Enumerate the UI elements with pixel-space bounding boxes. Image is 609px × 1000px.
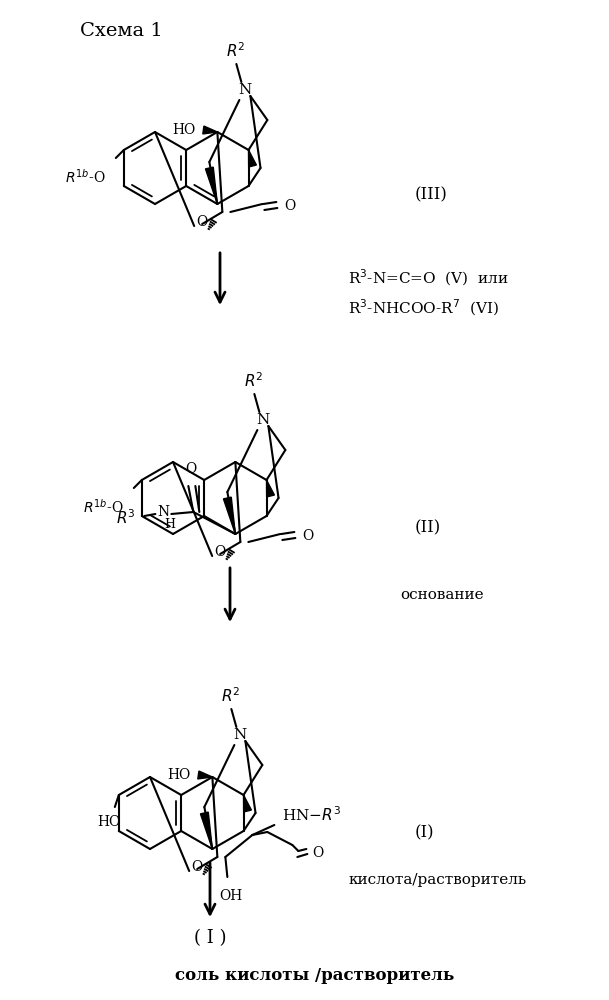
Text: $R^2$: $R^2$ xyxy=(226,41,245,60)
Polygon shape xyxy=(267,480,275,497)
Text: (I): (I) xyxy=(415,824,435,842)
Polygon shape xyxy=(203,126,217,134)
Text: O: O xyxy=(312,846,323,860)
Text: O: O xyxy=(302,529,314,543)
Polygon shape xyxy=(205,167,217,204)
Polygon shape xyxy=(200,812,213,849)
Text: HO: HO xyxy=(167,768,191,782)
Text: O: O xyxy=(186,462,197,476)
Text: HN$-R^3$: HN$-R^3$ xyxy=(283,806,342,824)
Polygon shape xyxy=(248,150,256,167)
Text: OH: OH xyxy=(220,889,243,903)
Polygon shape xyxy=(244,795,252,812)
Text: R$^3$-N=C=O  (V)  или: R$^3$-N=C=O (V) или xyxy=(348,268,509,288)
Text: Схема 1: Схема 1 xyxy=(80,22,163,40)
Text: O: O xyxy=(214,545,225,559)
Text: $R^3$: $R^3$ xyxy=(116,509,135,527)
Text: ( I ): ( I ) xyxy=(194,929,227,947)
Text: R$^3$-NHCOO-R$^7$  (VI): R$^3$-NHCOO-R$^7$ (VI) xyxy=(348,298,499,318)
Text: HO: HO xyxy=(97,815,121,829)
Text: O: O xyxy=(191,860,202,874)
Text: HO: HO xyxy=(172,123,195,137)
Text: $R^2$: $R^2$ xyxy=(244,371,263,390)
Polygon shape xyxy=(224,497,235,534)
Text: O: O xyxy=(284,199,295,213)
Text: N: N xyxy=(234,728,247,742)
Text: (III): (III) xyxy=(415,186,448,204)
Text: O: O xyxy=(196,215,208,229)
Text: $R^2$: $R^2$ xyxy=(220,686,240,705)
Polygon shape xyxy=(198,771,213,779)
Text: N: N xyxy=(257,413,270,427)
Text: (II): (II) xyxy=(415,520,442,536)
Text: $R^{1b}$-O: $R^{1b}$-O xyxy=(65,168,106,186)
Text: N: N xyxy=(239,83,252,97)
Text: кислота/растворитель: кислота/растворитель xyxy=(348,873,526,887)
Text: соль кислоты /растворитель: соль кислоты /растворитель xyxy=(175,966,454,984)
Text: $R^{1b}$-O: $R^{1b}$-O xyxy=(83,498,124,516)
Text: основание: основание xyxy=(400,588,484,602)
Text: H: H xyxy=(164,518,175,530)
Text: N: N xyxy=(157,505,169,519)
